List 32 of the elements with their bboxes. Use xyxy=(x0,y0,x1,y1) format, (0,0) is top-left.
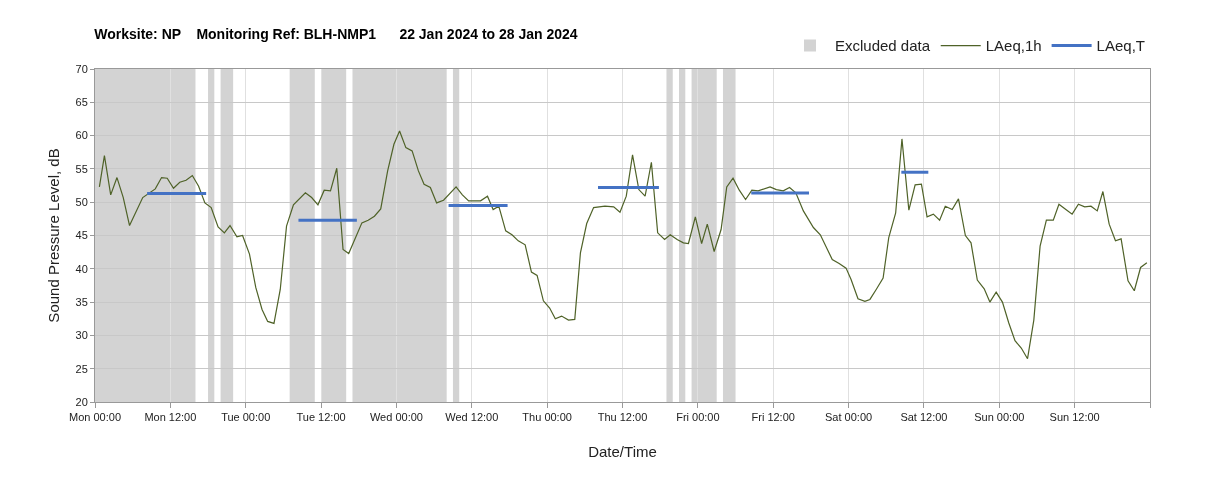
x-tick-label: Wed 00:00 xyxy=(369,411,423,424)
x-tick-label: Mon 12:00 xyxy=(144,411,197,424)
x-tick-label: Sat 12:00 xyxy=(900,411,948,424)
y-tick-label: 60 xyxy=(75,129,88,142)
x-tick-label: Tue 00:00 xyxy=(221,411,271,424)
legend-label: Excluded data xyxy=(835,37,931,55)
legend-label: LAeq,1h xyxy=(985,37,1042,55)
x-tick-label: Sun 12:00 xyxy=(1049,411,1100,424)
legend-label: LAeq,T xyxy=(1096,37,1145,55)
x-tick-label: Tue 12:00 xyxy=(296,411,346,424)
x-tick-label: Thu 12:00 xyxy=(597,411,648,424)
y-tick-label: 45 xyxy=(75,229,88,242)
y-tick-label: 20 xyxy=(75,395,88,408)
x-tick-label: Fri 00:00 xyxy=(676,411,720,424)
x-tick-label: Sun 00:00 xyxy=(974,411,1025,424)
chart-title: Worksite: NP Monitoring Ref: BLH-NMP1 22 Jan 2024 to 28 Jan 2024 xyxy=(94,26,578,43)
x-axis-title: Date/Time xyxy=(588,443,657,461)
y-tick-label: 50 xyxy=(75,196,88,209)
y-tick-label: 25 xyxy=(75,362,88,375)
y-tick-label: 65 xyxy=(75,96,88,109)
y-tick-label: 30 xyxy=(75,329,88,342)
x-tick-label: Mon 00:00 xyxy=(69,411,121,424)
y-tick-label: 40 xyxy=(75,262,88,275)
y-tick-label: 70 xyxy=(75,62,88,75)
y-tick-label: 55 xyxy=(75,162,88,175)
x-tick-label: Wed 12:00 xyxy=(445,411,499,424)
x-tick-label: Sat 00:00 xyxy=(825,411,873,424)
y-tick-label: 35 xyxy=(75,295,88,308)
x-tick-label: Thu 00:00 xyxy=(522,411,572,424)
y-axis-title: Sound Pressure Level, dB xyxy=(44,148,62,323)
line-series xyxy=(98,130,1148,360)
x-tick-label: Fri 12:00 xyxy=(751,411,795,424)
